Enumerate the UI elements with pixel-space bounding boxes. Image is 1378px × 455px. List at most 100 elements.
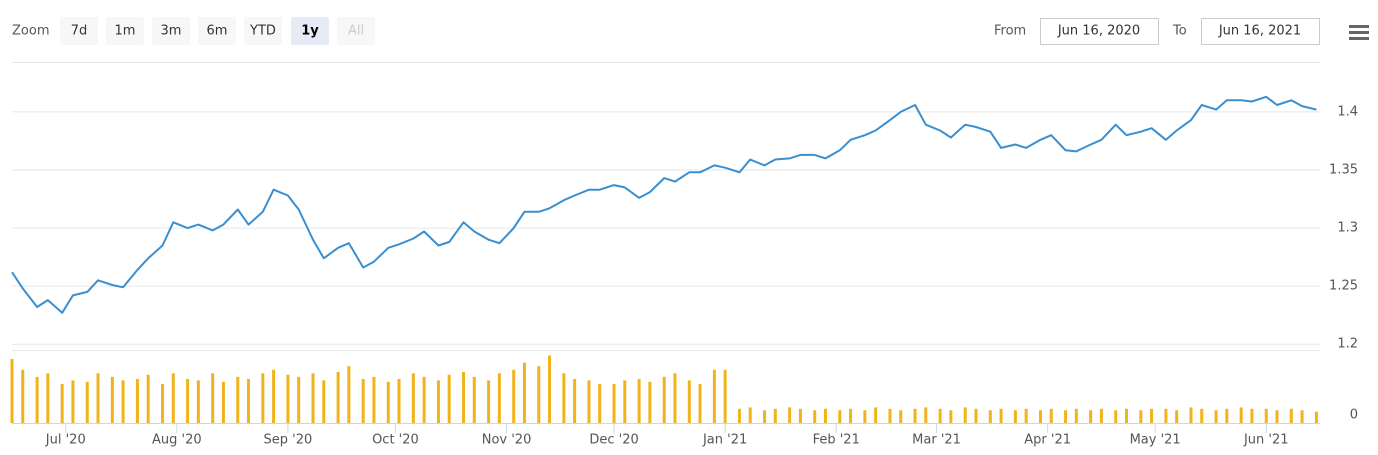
volume-bar bbox=[1225, 408, 1229, 423]
button-bg[interactable] bbox=[198, 17, 236, 45]
volume-bar bbox=[773, 408, 777, 423]
volume-bar bbox=[436, 380, 440, 423]
volume-bar bbox=[999, 408, 1003, 423]
button-bg[interactable] bbox=[337, 17, 375, 45]
x-tick-label: Feb '21 bbox=[813, 433, 860, 448]
volume-bar bbox=[386, 381, 390, 423]
button-bg[interactable] bbox=[106, 17, 144, 45]
menu-bar[interactable] bbox=[1349, 37, 1369, 40]
volume-bar bbox=[637, 378, 641, 423]
volume-bar bbox=[336, 371, 340, 423]
volume-bar bbox=[748, 407, 752, 423]
volume-bar bbox=[71, 380, 75, 423]
price-line bbox=[11, 95, 1317, 314]
volume-bar bbox=[1038, 410, 1042, 423]
volume-bar bbox=[171, 373, 175, 423]
volume-bar bbox=[161, 383, 165, 423]
volume-bar bbox=[1049, 408, 1053, 423]
volume-bar bbox=[286, 374, 290, 423]
volume-bar bbox=[737, 408, 741, 423]
to-value[interactable]: Jun 16, 2021 bbox=[1218, 24, 1301, 39]
volume-bar bbox=[135, 378, 139, 423]
volume-bar bbox=[462, 371, 466, 423]
volume-bar bbox=[673, 373, 677, 423]
menu-bar[interactable] bbox=[1349, 25, 1369, 28]
x-tick-label: Oct '20 bbox=[372, 433, 419, 448]
button-bg[interactable] bbox=[60, 17, 98, 45]
volume-bar bbox=[537, 366, 541, 423]
volume-bar bbox=[648, 381, 652, 423]
from-label: From bbox=[994, 24, 1026, 39]
menu-bar[interactable] bbox=[1349, 31, 1369, 34]
y-tick-label: 1.35 bbox=[1329, 163, 1358, 178]
volume-bar bbox=[196, 380, 200, 423]
volume-bar bbox=[472, 376, 476, 423]
volume-bar bbox=[662, 376, 666, 423]
volume-bar bbox=[1189, 407, 1193, 423]
range-button[interactable]: 6m bbox=[198, 17, 236, 45]
to-label: To bbox=[1172, 24, 1187, 39]
button-label[interactable]: 1m bbox=[115, 24, 136, 39]
volume-bar bbox=[1139, 410, 1143, 423]
volume-bar bbox=[1289, 408, 1293, 423]
button-label[interactable]: YTD bbox=[249, 24, 276, 39]
volume-bar bbox=[1250, 408, 1254, 423]
button-label[interactable]: 7d bbox=[71, 24, 88, 39]
volume-bar bbox=[297, 376, 301, 423]
range-button[interactable]: 1m bbox=[106, 17, 144, 45]
volume-bar bbox=[813, 410, 817, 423]
button-bg[interactable] bbox=[291, 17, 329, 45]
button-label[interactable]: 3m bbox=[161, 24, 182, 39]
range-button[interactable]: YTD bbox=[244, 17, 282, 45]
volume-bar bbox=[186, 378, 190, 423]
volume-bar bbox=[21, 369, 25, 423]
volume-bar bbox=[146, 374, 150, 423]
volume-bar bbox=[1200, 408, 1204, 423]
volume-bar bbox=[211, 373, 215, 423]
volume-bar bbox=[623, 380, 627, 423]
x-tick-label: Jul '20 bbox=[45, 433, 86, 448]
volume-bar bbox=[698, 383, 702, 423]
volume-bar bbox=[85, 381, 89, 423]
volume-bar bbox=[121, 380, 125, 423]
range-button[interactable]: All bbox=[337, 17, 375, 45]
volume-bar bbox=[963, 407, 967, 423]
range-button[interactable]: 1y bbox=[291, 17, 329, 45]
button-label[interactable]: 6m bbox=[207, 24, 228, 39]
volume-bar bbox=[110, 376, 114, 423]
volume-bar bbox=[1275, 410, 1279, 423]
x-tick-label: Nov '20 bbox=[482, 433, 532, 448]
volume-bar bbox=[397, 378, 401, 423]
y-tick-label: 1.2 bbox=[1337, 337, 1358, 352]
volume-bar bbox=[236, 376, 240, 423]
volume-bar bbox=[60, 383, 64, 423]
range-button[interactable]: 7d bbox=[60, 17, 98, 45]
volume-bar bbox=[1064, 410, 1068, 423]
zoom-label: Zoom bbox=[12, 24, 49, 39]
volume-bar bbox=[949, 410, 953, 423]
button-bg[interactable] bbox=[152, 17, 190, 45]
button-label[interactable]: All bbox=[348, 24, 364, 39]
button-bg[interactable] bbox=[244, 17, 282, 45]
volume-bar bbox=[247, 378, 251, 423]
from-input[interactable] bbox=[1040, 18, 1159, 45]
volume-bar bbox=[612, 383, 616, 423]
range-button[interactable]: 3m bbox=[152, 17, 190, 45]
volume-bar bbox=[838, 410, 842, 423]
volume-bar bbox=[1264, 408, 1268, 423]
to-input[interactable] bbox=[1201, 18, 1320, 45]
volume-bar bbox=[35, 376, 39, 423]
volume-bar bbox=[10, 359, 14, 423]
volume-bar bbox=[261, 373, 265, 423]
volume-bar bbox=[788, 407, 792, 423]
x-tick-label: Sep '20 bbox=[264, 433, 313, 448]
volume-bar bbox=[798, 408, 802, 423]
volume-bar bbox=[1024, 408, 1028, 423]
menu-button[interactable] bbox=[1349, 25, 1369, 40]
volume-bar bbox=[899, 410, 903, 423]
volume-bar bbox=[587, 380, 591, 423]
button-label[interactable]: 1y bbox=[301, 24, 319, 39]
volume-bar bbox=[1175, 410, 1179, 423]
from-value[interactable]: Jun 16, 2020 bbox=[1057, 24, 1140, 39]
